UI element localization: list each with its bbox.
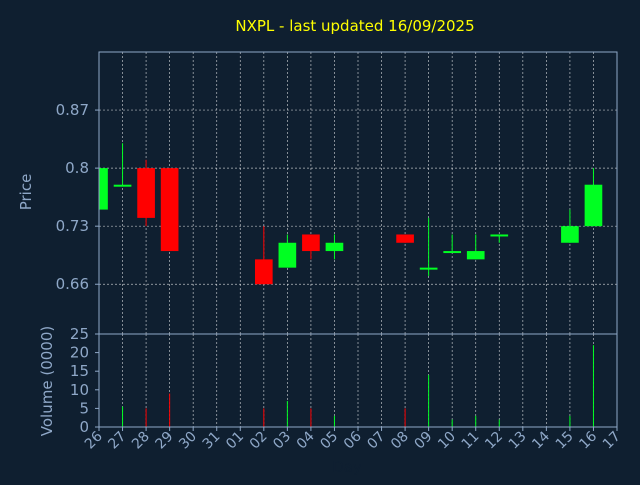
price-y-tick-label: 0.8 (65, 159, 89, 177)
volume-y-tick-label: 5 (79, 399, 89, 417)
price-y-tick-label: 0.73 (56, 217, 89, 235)
candle-body (302, 234, 320, 252)
volume-y-tick-label: 25 (70, 325, 89, 343)
price-y-tick-label: 0.66 (56, 275, 89, 293)
price-y-tick-label: 0.87 (56, 101, 89, 119)
x-tick-label: 09 (412, 429, 436, 453)
x-tick-label: 28 (129, 429, 153, 453)
candle-body (466, 251, 485, 260)
x-tick-label: 07 (364, 429, 388, 453)
candle-body (443, 251, 462, 254)
candle-body (325, 242, 344, 252)
x-tick-label: 03 (270, 429, 294, 453)
volume-bars (122, 345, 594, 427)
x-tick-label: 27 (105, 429, 129, 453)
candle-body (584, 184, 603, 227)
x-tick-label: 08 (388, 429, 412, 453)
candle-body (99, 168, 108, 210)
x-ticks: 26 27 28 29 30 31 01 02 03 04 05 06 07 08 09 10 11 12 13 14… (82, 427, 624, 452)
x-tick-label: 11 (459, 429, 483, 453)
candle-body (396, 234, 414, 243)
x-axis-label: Day (332, 458, 362, 476)
x-tick-label: 16 (576, 428, 600, 452)
volume-y-tick-label: 15 (70, 362, 89, 380)
candle-body (561, 226, 579, 243)
x-tick-label: 04 (294, 428, 318, 452)
x-tick-label: 12 (482, 429, 506, 453)
x-tick-label: 31 (200, 429, 224, 453)
x-tick-label: 06 (341, 428, 365, 452)
volume-grid (122, 334, 594, 427)
candle-body (137, 168, 155, 218)
price-grid (99, 52, 617, 334)
volume-y-tick-label: 10 (70, 381, 89, 399)
x-tick-label: 01 (223, 429, 247, 453)
candle-body (490, 234, 509, 237)
x-tick-label: 29 (153, 429, 177, 453)
volume-y-tick-label: 0 (79, 418, 89, 436)
candle-body (278, 242, 297, 268)
candle-body (254, 259, 273, 285)
x-tick-label: 30 (176, 429, 200, 453)
x-tick-label: 15 (553, 429, 577, 453)
chart-title: NXPL - last updated 16/09/2025 (235, 17, 474, 35)
x-tick-label: 13 (506, 429, 530, 453)
candle-body (160, 168, 179, 252)
x-tick-label: 14 (529, 428, 553, 452)
x-tick-label: 05 (317, 429, 341, 453)
price-candles (98, 143, 603, 285)
volume-y-tick-label: 20 (70, 344, 89, 362)
price-y-ticks: 0.66 0.73 0.8 0.87 (56, 101, 99, 293)
candle-body (419, 267, 438, 270)
price-axis-label: Price (17, 174, 35, 211)
volume-axis-label: Volume (0000) (38, 326, 56, 436)
x-tick-label: 17 (600, 429, 624, 453)
x-tick-label: 02 (247, 429, 271, 453)
x-tick-label: 10 (435, 429, 459, 453)
candle-body (113, 184, 132, 187)
